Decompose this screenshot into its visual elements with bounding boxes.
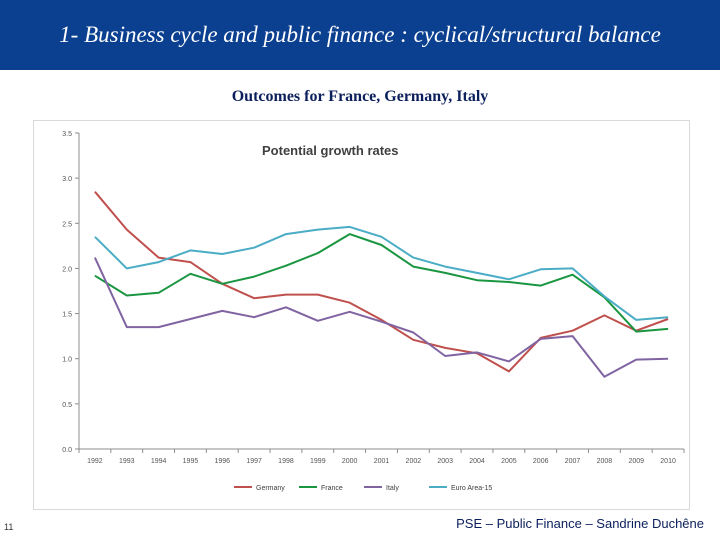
x-tick-label: 2009 — [628, 458, 644, 465]
header-banner: 1- Business cycle and public finance : c… — [0, 0, 720, 70]
y-tick-label: 3.5 — [62, 131, 72, 138]
x-tick-label: 1994 — [151, 458, 167, 465]
slide-title: 1- Business cycle and public finance : c… — [59, 22, 661, 47]
x-tick-label: 2006 — [533, 458, 549, 465]
y-tick-label: 1.5 — [62, 312, 72, 319]
line-chart: 0.0 0.5 1.0 1.5 2.0 2.5 3.0 3.5 1992 1993 1994 1995… — [62, 131, 685, 492]
page-number: 11 — [4, 522, 14, 532]
y-tick-label: 2.5 — [62, 221, 72, 228]
legend-label: Italy — [386, 485, 399, 492]
x-tick-label: 1996 — [215, 458, 231, 465]
x-tick-label: 2004 — [469, 458, 485, 465]
x-tick-label: 2002 — [406, 458, 422, 465]
x-tick-label: 2007 — [565, 458, 581, 465]
legend-label: France — [321, 485, 343, 492]
x-tick-label: 1998 — [278, 458, 294, 465]
x-tick-label: 1997 — [246, 458, 262, 465]
footer-text: PSE – Public Finance – Sandrine Duchêne — [456, 516, 704, 531]
x-tick-label: 1999 — [310, 458, 326, 465]
x-tick-label: 2005 — [501, 458, 517, 465]
x-tick-label: 2003 — [437, 458, 453, 465]
x-tick-label: 1993 — [119, 458, 135, 465]
series-line-germany — [94, 191, 669, 373]
y-tick-label: 3.0 — [62, 176, 72, 183]
legend-label: Germany — [256, 485, 285, 492]
series-line-euro-area-15 — [94, 225, 669, 321]
y-tick-label: 0.5 — [62, 402, 72, 409]
y-tick-label: 0.0 — [62, 447, 72, 454]
x-tick-label: 2001 — [374, 458, 390, 465]
x-tick-label: 1995 — [183, 458, 199, 465]
x-tick-label: 2010 — [660, 458, 676, 465]
x-tick-label: 2000 — [342, 458, 358, 465]
x-tick-label: 2008 — [597, 458, 613, 465]
series-line-italy — [93, 257, 669, 378]
legend-label: Euro Area-15 — [451, 485, 492, 492]
x-tick-label: 1992 — [87, 458, 103, 465]
series-line-france — [94, 233, 669, 333]
y-tick-label: 1.0 — [62, 357, 72, 364]
y-tick-label: 2.0 — [62, 266, 72, 273]
slide-subtitle: Outcomes for France, Germany, Italy — [231, 88, 489, 105]
chart-title: Potential growth rates — [262, 143, 399, 158]
chart-container: 0.0 0.5 1.0 1.5 2.0 2.5 3.0 3.5 1992 1993 1994 1995… — [33, 120, 690, 510]
